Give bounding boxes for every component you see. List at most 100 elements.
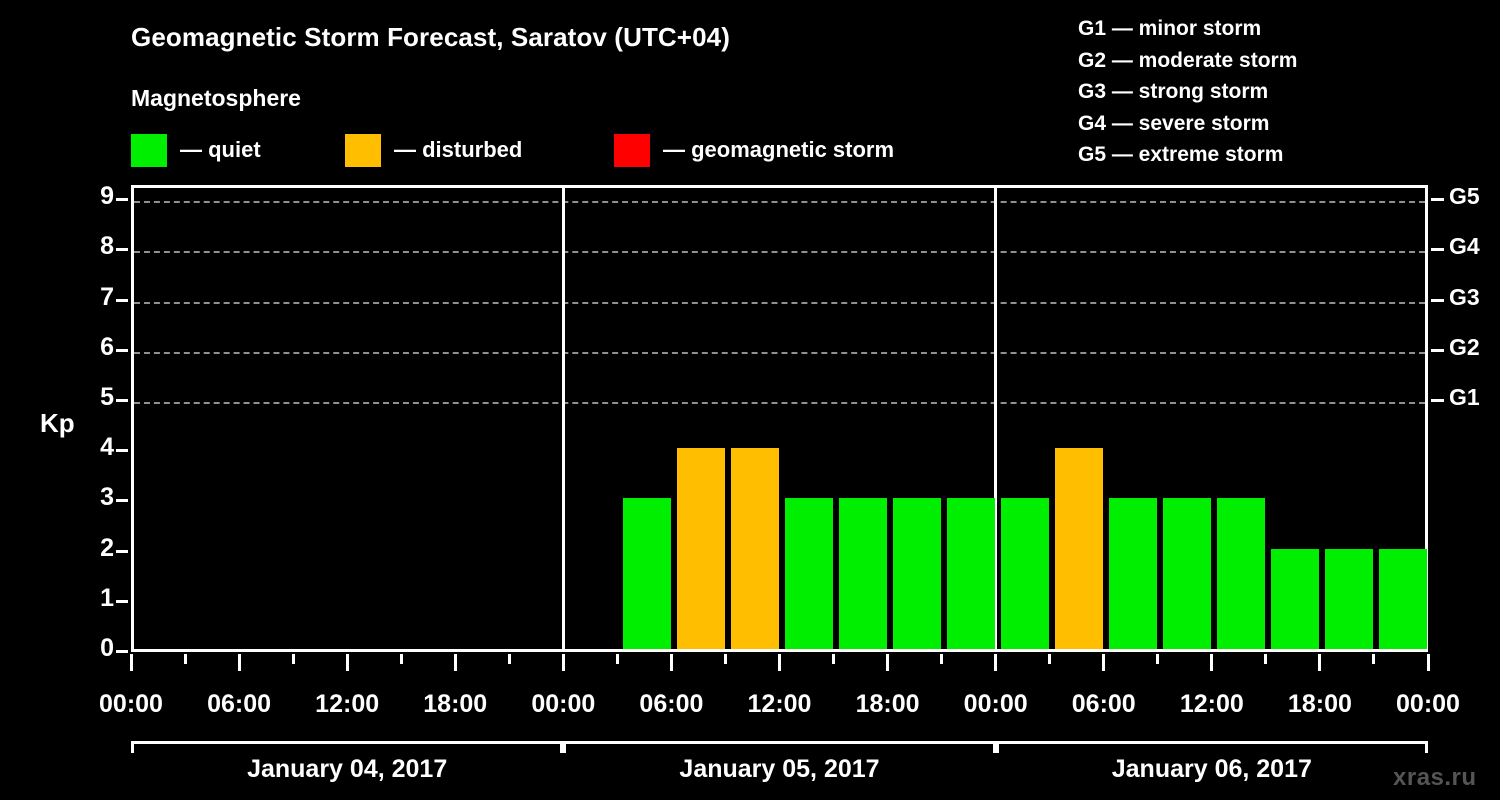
- x-tick-minor-1: [183, 654, 187, 664]
- x-tick-minor-17: [1048, 654, 1052, 664]
- quiet-swatch: [131, 133, 167, 167]
- x-tick-label-1: 06:00: [207, 690, 272, 718]
- x-tick-major-22: [1318, 654, 1322, 671]
- bar: [1271, 548, 1320, 649]
- day-separator-2: [994, 188, 998, 649]
- x-tick-minor-19: [1156, 654, 1160, 664]
- x-tick-major-14: [886, 654, 890, 671]
- y-tick-mark-1: [116, 599, 128, 603]
- y-tick-mark-4: [116, 449, 128, 453]
- x-tick-minor-13: [832, 654, 836, 664]
- day-label-2: January 06, 2017: [1111, 755, 1312, 783]
- x-tick-label-8: 00:00: [963, 690, 1028, 718]
- g-tick-mark-G1: [1431, 399, 1444, 402]
- disturbed-swatch: [345, 133, 381, 167]
- g-tick-mark-G3: [1431, 298, 1444, 302]
- x-tick-major-24: [1426, 654, 1430, 671]
- gridline-kp-8: [134, 251, 1425, 254]
- x-tick-minor-9: [615, 654, 619, 664]
- legend-item-1: — disturbed: [345, 133, 522, 167]
- x-tick-minor-21: [1264, 654, 1268, 664]
- day-label-1: January 05, 2017: [679, 755, 880, 783]
- g-tick-mark-G2: [1431, 348, 1444, 352]
- legend-item-0: — quiet: [131, 133, 261, 167]
- y-tick-label-5: 5: [100, 383, 114, 411]
- x-tick-major-20: [1210, 654, 1214, 671]
- legend-item-label: — quiet: [180, 137, 261, 162]
- g-tick-label-G5: G5: [1449, 183, 1480, 210]
- bar: [785, 498, 834, 649]
- y-tick-mark-6: [116, 348, 128, 352]
- x-tick-major-6: [453, 654, 457, 671]
- x-tick-label-2: 12:00: [315, 690, 380, 718]
- y-tick-label-7: 7: [100, 282, 114, 311]
- x-tick-label-9: 06:00: [1071, 690, 1136, 718]
- g-scale-line-3: G3 — strong storm: [1078, 80, 1269, 103]
- bar: [676, 448, 725, 649]
- gridline-kp-6: [134, 351, 1425, 354]
- g-scale-line-4: G4 — severe storm: [1078, 111, 1270, 135]
- g-tick-mark-G5: [1431, 198, 1444, 202]
- x-tick-minor-15: [940, 654, 944, 664]
- y-tick-mark-0: [116, 650, 128, 653]
- day-bracket-1: [563, 741, 996, 753]
- x-tick-label-0: 00:00: [99, 690, 163, 718]
- x-tick-major-4: [345, 654, 349, 671]
- y-tick-mark-7: [116, 298, 128, 302]
- y-tick-label-3: 3: [100, 483, 114, 512]
- g-scale-legend: G1 — minor storm G2 — moderate storm G3 — …: [1078, 13, 1297, 171]
- y-tick-label-6: 6: [100, 332, 114, 361]
- y-tick-mark-3: [116, 499, 128, 503]
- x-tick-major-2: [237, 654, 241, 671]
- y-tick-mark-2: [116, 549, 128, 553]
- bar: [1055, 448, 1104, 649]
- legend-item-2: — geomagnetic storm: [614, 133, 894, 167]
- y-axis-title: Kp: [40, 408, 75, 438]
- g-scale-line-1: G1 — minor storm: [1078, 17, 1262, 40]
- x-tick-minor-23: [1372, 654, 1376, 664]
- x-tick-label-3: 18:00: [423, 690, 488, 718]
- y-tick-mark-5: [116, 399, 128, 402]
- x-tick-major-10: [669, 654, 673, 671]
- g-tick-label-G3: G3: [1449, 283, 1480, 310]
- x-tick-minor-11: [723, 654, 727, 664]
- y-tick-label-9: 9: [100, 182, 114, 211]
- day-bracket-2: [995, 741, 1428, 753]
- day-brackets: [131, 741, 1428, 753]
- g-tick-label-G4: G4: [1449, 233, 1480, 260]
- y-tick-label-2: 2: [100, 533, 114, 562]
- x-tick-label-6: 12:00: [747, 690, 812, 718]
- bar: [893, 498, 942, 649]
- plot-area: [131, 185, 1428, 652]
- x-tick-label-7: 18:00: [855, 690, 920, 718]
- bar: [1379, 548, 1428, 649]
- bar: [1163, 498, 1212, 649]
- x-tick-minor-7: [507, 654, 511, 664]
- bar: [1217, 498, 1266, 649]
- magnetosphere-label: Magnetosphere: [131, 85, 301, 111]
- y-tick-label-4: 4: [100, 433, 114, 462]
- x-tick-major-12: [778, 654, 781, 671]
- x-tick-label-11: 18:00: [1287, 690, 1352, 718]
- x-tick-label-5: 06:00: [639, 690, 704, 718]
- x-tick-major-18: [1102, 654, 1106, 671]
- bar: [1001, 498, 1050, 649]
- page-title: Geomagnetic Storm Forecast, Saratov (UTC…: [131, 22, 730, 52]
- g-scale-line-2: G2 — moderate storm: [1078, 48, 1298, 72]
- x-tick-major-16: [994, 654, 998, 671]
- day-bracket-0: [131, 741, 564, 753]
- y-tick-label-1: 1: [100, 583, 114, 612]
- x-tick-minor-5: [399, 654, 403, 664]
- day-label-0: January 04, 2017: [247, 755, 448, 783]
- g-tick-label-G1: G1: [1449, 384, 1480, 410]
- watermark: xras.ru: [1393, 764, 1477, 791]
- y-tick-mark-8: [116, 248, 128, 252]
- y-tick-mark-9: [116, 198, 128, 202]
- x-tick-major-8: [561, 654, 565, 671]
- bar: [1109, 498, 1158, 649]
- day-separator-1: [561, 188, 565, 649]
- storm-swatch: [614, 133, 650, 167]
- bar: [839, 498, 888, 649]
- legend-item-label: — geomagnetic storm: [663, 137, 895, 162]
